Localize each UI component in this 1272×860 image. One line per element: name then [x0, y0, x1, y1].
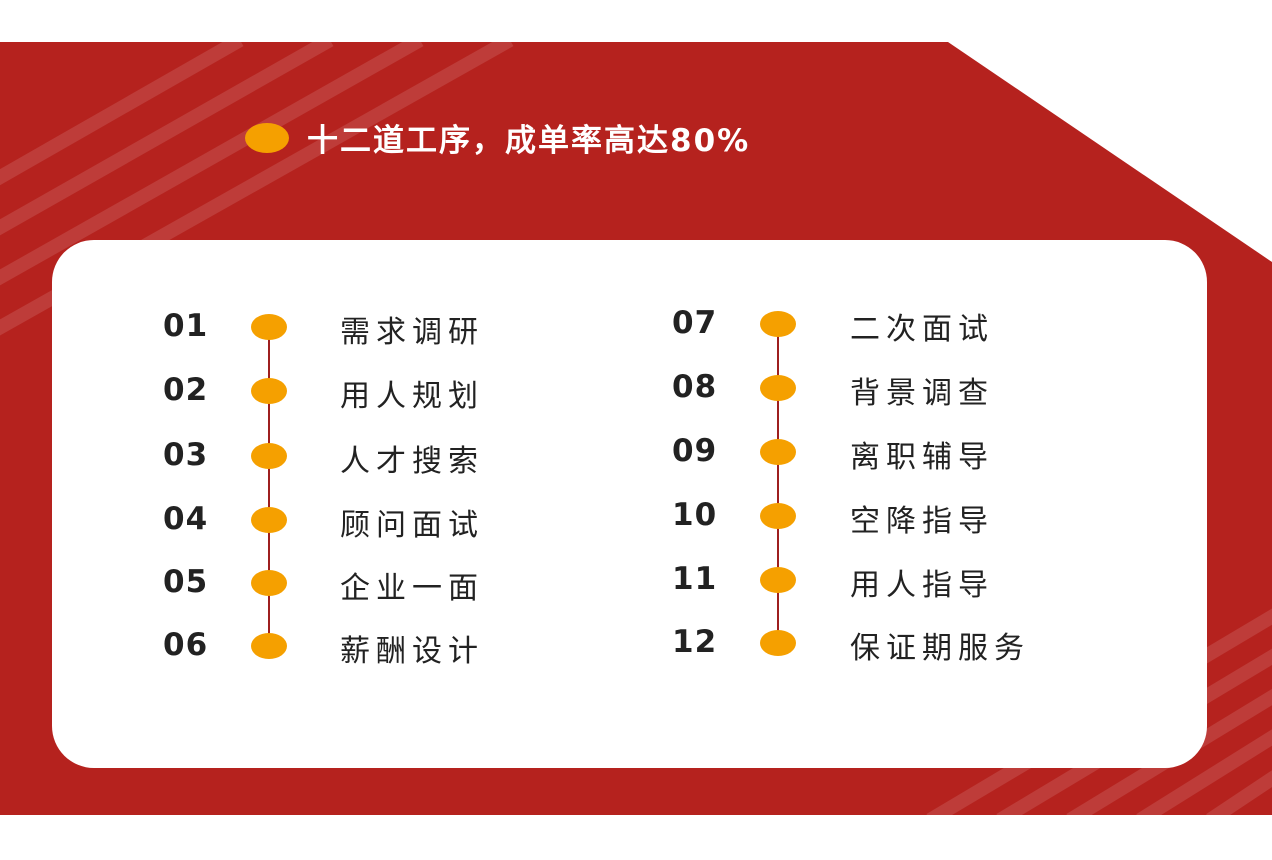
step-label: 空降指导 [850, 504, 994, 539]
step-label: 需求调研 [340, 315, 484, 350]
step-dot-icon [251, 314, 287, 340]
step-label: 用人指导 [850, 568, 994, 603]
timeline-line [268, 327, 270, 646]
step-label: 顾问面试 [340, 508, 484, 543]
step-label: 用人规划 [340, 379, 484, 414]
step-dot-icon [760, 567, 796, 593]
step-number: 06 [163, 627, 209, 663]
timeline-line [777, 324, 779, 643]
step-dot-icon [251, 570, 287, 596]
step-label: 保证期服务 [850, 631, 1030, 666]
step-dot-icon [760, 439, 796, 465]
step-number: 07 [672, 305, 718, 341]
step-dot-icon [251, 633, 287, 659]
step-number: 04 [163, 501, 209, 537]
step-number: 12 [672, 624, 718, 660]
step-number: 08 [672, 369, 718, 405]
step-number: 01 [163, 308, 209, 344]
step-number: 03 [163, 437, 209, 473]
step-number: 11 [672, 561, 718, 597]
step-label: 背景调查 [850, 376, 994, 411]
title-text: 十二道工序，成单率高达80% [307, 123, 751, 159]
step-dot-icon [760, 630, 796, 656]
steps-card [52, 240, 1207, 768]
step-dot-icon [251, 507, 287, 533]
title-bullet-icon [245, 122, 289, 153]
step-label: 薪酬设计 [340, 634, 484, 669]
step-number: 05 [163, 564, 209, 600]
step-number: 02 [163, 372, 209, 408]
step-dot-icon [251, 378, 287, 404]
step-dot-icon [760, 311, 796, 337]
step-label: 二次面试 [850, 312, 994, 347]
step-dot-icon [760, 503, 796, 529]
step-number: 10 [672, 497, 718, 533]
step-label: 企业一面 [340, 571, 484, 606]
step-number: 09 [672, 433, 718, 469]
step-dot-icon [251, 443, 287, 469]
step-label: 人才搜索 [340, 444, 484, 479]
step-label: 离职辅导 [850, 440, 994, 475]
step-dot-icon [760, 375, 796, 401]
title: 十二道工序，成单率高达80% [245, 115, 750, 160]
